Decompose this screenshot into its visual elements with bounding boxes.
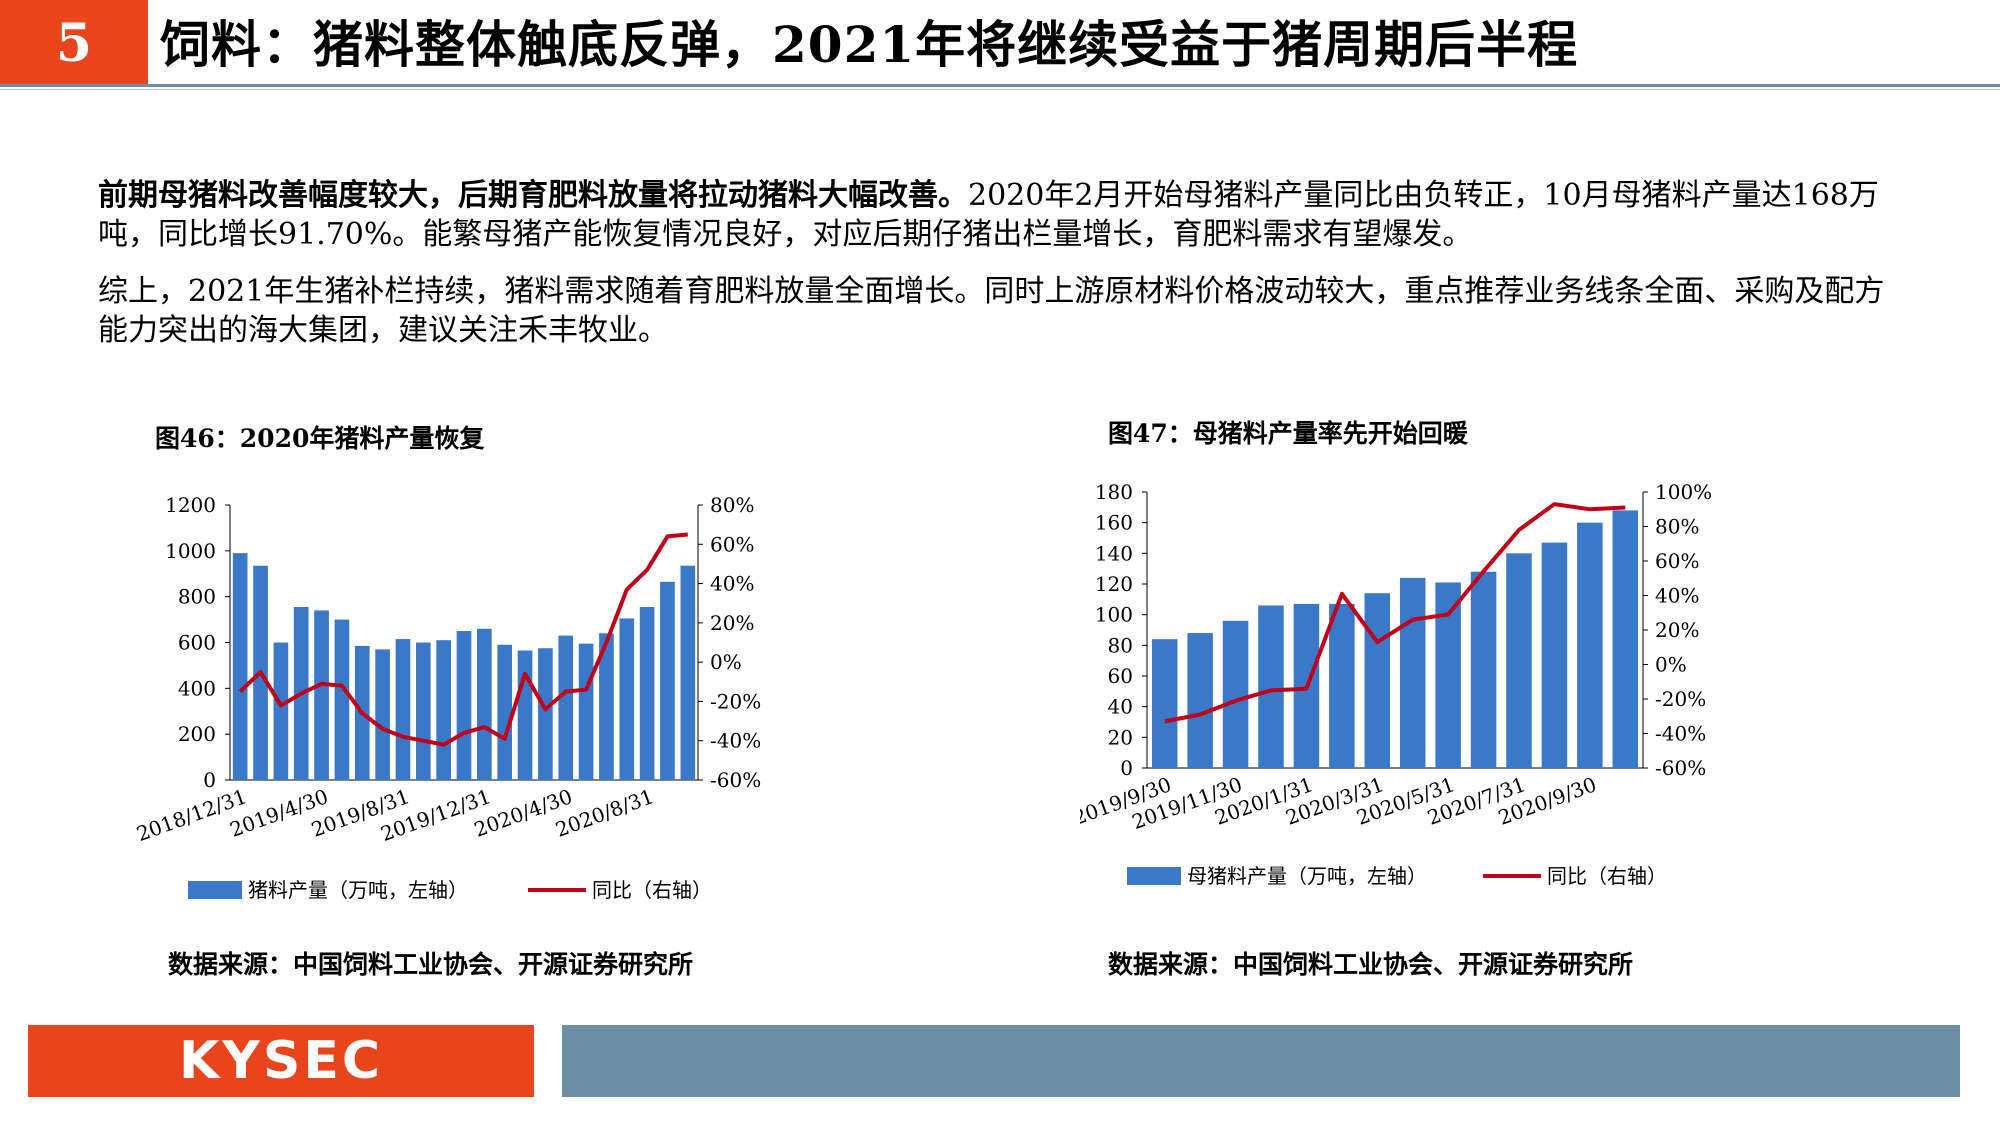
bar xyxy=(1258,605,1284,768)
legend-line-label: 同比（右轴） xyxy=(592,878,712,902)
bar xyxy=(1329,603,1355,768)
paragraph-1-bold: 前期母猪料改善幅度较大，后期育肥料放量将拉动猪料大幅改善。 xyxy=(98,178,968,213)
y-left-tick-label: 1000 xyxy=(165,539,216,563)
bar xyxy=(1435,582,1461,768)
y-right-tick-label: -40% xyxy=(710,729,761,753)
bar xyxy=(660,581,675,780)
y-right-tick-label: 0% xyxy=(710,650,742,674)
yoy-line xyxy=(238,532,688,747)
bar xyxy=(1187,633,1213,768)
y-right-tick-label: 40% xyxy=(1655,584,1699,608)
footer-bar xyxy=(562,1025,1960,1097)
bar xyxy=(558,635,574,780)
legend-bar-label: 猪料产量（万吨，左轴） xyxy=(248,878,468,902)
yoy-line xyxy=(1164,502,1626,724)
figure-47-source: 数据来源：中国饲料工业协会、开源证券研究所 xyxy=(1108,950,1634,979)
y-right-tick-label: -40% xyxy=(1655,722,1706,746)
bar xyxy=(1506,553,1532,768)
chart-sow-feed-output: 0 20 40 60 80 100 120 140 160 180 -60% -40% -20% 0% 20… xyxy=(1080,480,1712,888)
bar xyxy=(1612,510,1639,768)
chart-pig-feed-output: 0 200 400 600 800 1000 1200 -60% -40% -20% 0% 20% 40… xyxy=(133,493,761,902)
header-divider-thin xyxy=(0,89,2000,90)
bar xyxy=(497,644,513,780)
y-left-tick-label: 40 xyxy=(1108,695,1133,719)
bar xyxy=(456,631,472,780)
paragraph-1: 前期母猪料改善幅度较大，后期育肥料放量将拉动猪料大幅改善。2020年2月开始母猪… xyxy=(98,176,1898,254)
y-left-tick-label: 200 xyxy=(178,722,216,746)
y-right-tick-label: 80% xyxy=(710,493,754,517)
bar xyxy=(1151,639,1178,768)
bar xyxy=(599,633,614,780)
paragraph-2: 综上，2021年生猪补栏持续，猪料需求随着育肥料放量全面增长。同时上游原材料价格… xyxy=(98,274,1885,348)
y-left-tick-label: 0 xyxy=(1120,756,1133,780)
y-right-tick-label: 100% xyxy=(1655,480,1712,504)
y-left-tick-label: 60 xyxy=(1108,664,1133,688)
legend-bar-swatch xyxy=(1127,867,1181,885)
bar xyxy=(639,606,655,780)
bar xyxy=(619,618,635,780)
page-title: 饲料：猪料整体触底反弹，2021年将继续受益于猪周期后半程 xyxy=(160,15,1579,74)
y-left-tick-label: 180 xyxy=(1095,480,1133,504)
y-left-tick-label: 0 xyxy=(203,768,216,792)
bar xyxy=(1222,620,1249,768)
bar xyxy=(517,650,533,780)
bar xyxy=(436,640,451,780)
bar xyxy=(578,643,594,780)
bar xyxy=(538,648,553,780)
y-right-tick-label: 20% xyxy=(1655,618,1699,642)
y-left-tick-label: 120 xyxy=(1095,572,1133,596)
bar xyxy=(415,642,431,780)
bar xyxy=(477,628,492,780)
bar xyxy=(375,649,390,780)
y-right-tick-label: -60% xyxy=(1655,756,1706,780)
y-right-tick-label: 60% xyxy=(710,532,754,556)
bar xyxy=(680,565,696,780)
y-left-tick-label: 800 xyxy=(178,585,216,609)
legend-bar-swatch xyxy=(188,881,242,899)
kysec-logo: KYSEC xyxy=(28,1025,534,1097)
bar xyxy=(1541,542,1568,768)
y-left-tick-label: 1200 xyxy=(165,493,216,517)
y-right-tick-label: 60% xyxy=(1655,549,1699,573)
y-right-tick-label: 0% xyxy=(1655,653,1687,677)
bar xyxy=(232,553,248,780)
y-left-tick-label: 100 xyxy=(1095,603,1133,627)
y-left-tick-label: 20 xyxy=(1108,725,1133,749)
header-divider xyxy=(0,84,2000,87)
bar xyxy=(273,642,289,780)
legend-bar-label: 母猪料产量（万吨，左轴） xyxy=(1187,864,1427,888)
bar xyxy=(1364,593,1391,768)
bar xyxy=(395,639,411,780)
y-right-tick-label: 20% xyxy=(710,611,754,635)
y-left-tick-label: 140 xyxy=(1095,541,1133,565)
bar xyxy=(1577,522,1603,768)
bar xyxy=(1399,577,1426,768)
y-right-tick-label: 80% xyxy=(1655,515,1699,539)
y-left-tick-label: 160 xyxy=(1095,511,1133,535)
y-left-tick-label: 80 xyxy=(1108,633,1133,657)
figure-46-title: 图46：2020年猪料产量恢复 xyxy=(155,424,485,453)
y-right-tick-label: -60% xyxy=(710,768,761,792)
paragraph-1-text: 2020年2月开始母猪料产量同比由负转正，10月母猪料产量达168万吨，同比增长… xyxy=(98,178,1879,252)
y-right-tick-label: -20% xyxy=(1655,687,1706,711)
figure-46-source: 数据来源：中国饲料工业协会、开源证券研究所 xyxy=(168,950,694,979)
bar xyxy=(334,619,350,780)
figure-47-title: 图47：母猪料产量率先开始回暖 xyxy=(1108,419,1468,448)
bar xyxy=(314,610,329,780)
legend-line-label: 同比（右轴） xyxy=(1547,864,1667,888)
y-left-tick-label: 600 xyxy=(178,631,216,655)
y-right-tick-label: -20% xyxy=(710,689,761,713)
y-right-tick-label: 40% xyxy=(710,572,754,596)
header: 5 饲料：猪料整体触底反弹，2021年将继续受益于猪周期后半程 xyxy=(0,0,2000,90)
y-left-tick-label: 400 xyxy=(178,676,216,700)
bar xyxy=(1470,571,1497,768)
section-number: 5 xyxy=(0,0,148,86)
